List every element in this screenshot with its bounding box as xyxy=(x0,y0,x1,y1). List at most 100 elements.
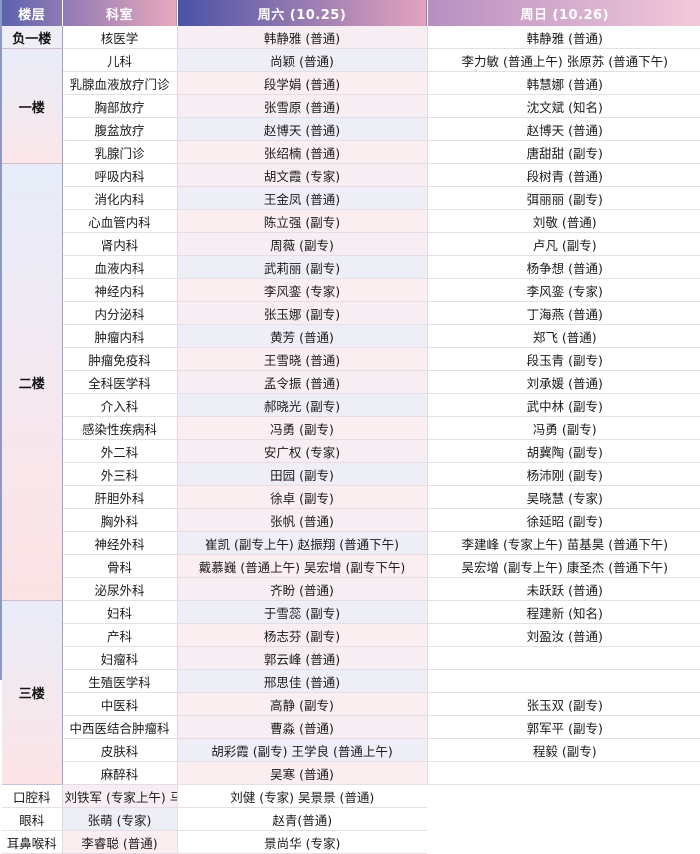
table-row: 外二科 安广权 (专家) 胡冀陶 (副专) xyxy=(2,439,700,463)
department-cell: 皮肤科 xyxy=(62,738,178,762)
table-row: 胸外科 张帆 (普通) 徐延昭 (副专) xyxy=(2,508,700,532)
saturday-schedule-cell: 孟令振 (普通) xyxy=(177,370,428,394)
saturday-schedule-cell: 张绍楠 (普通) xyxy=(177,140,428,164)
sunday-schedule-cell: 韩静雅 (普通) xyxy=(427,26,700,49)
sunday-schedule-cell: 卢凡 (副专) xyxy=(427,232,700,256)
floor-cell: 三楼 xyxy=(2,600,63,785)
table-body: 负一楼 核医学 韩静雅 (普通) 韩静雅 (普通) 一楼 儿科 尚颖 (普通) 李力敏 (普通… xyxy=(2,26,700,854)
sunday-schedule-cell: 段树青 (普通) xyxy=(427,163,700,187)
department-cell: 血液内科 xyxy=(62,255,178,279)
department-cell: 肿瘤免疫科 xyxy=(62,347,178,371)
sunday-schedule-cell: 杨争想 (普通) xyxy=(427,255,700,279)
saturday-schedule-cell: 尚颖 (普通) xyxy=(177,48,428,72)
floor-cell: 一楼 xyxy=(2,48,63,164)
sunday-schedule-cell: 沈文斌 (知名) xyxy=(427,94,700,118)
department-cell: 呼吸内科 xyxy=(62,163,178,187)
department-cell: 内分泌科 xyxy=(62,301,178,325)
department-cell: 耳鼻喉科 xyxy=(2,830,63,854)
sunday-schedule-cell xyxy=(427,761,700,785)
table-row: 胸部放疗 张雪原 (普通) 沈文斌 (知名) xyxy=(2,94,700,118)
saturday-schedule-cell: 段学娟 (普通) xyxy=(177,71,428,95)
sunday-schedule-cell: 程建新 (知名) xyxy=(427,600,700,624)
table-row: 生殖医学科 邢思佳 (普通) xyxy=(2,669,700,693)
sunday-schedule-cell: 刘健 (专家) 吴景景 (普通) xyxy=(177,784,427,808)
table-row: 二楼 呼吸内科 胡文霞 (专家) 段树青 (普通) xyxy=(2,163,700,601)
table-row: 产科 杨志芬 (副专) 刘盈汝 (普通) xyxy=(2,623,700,647)
saturday-schedule-cell: 胡文霞 (专家) xyxy=(177,163,428,187)
saturday-schedule-cell: 张萌 (专家) xyxy=(62,807,178,831)
sunday-schedule-cell: 李风銮 (专家) xyxy=(427,278,700,302)
saturday-schedule-cell: 韩静雅 (普通) xyxy=(177,26,428,49)
department-cell: 核医学 xyxy=(62,26,178,49)
saturday-schedule-cell: 安广权 (专家) xyxy=(177,439,428,463)
saturday-schedule-cell: 胡彩霞 (副专) 王学良 (普通上午) xyxy=(177,738,428,762)
table-row: 肝胆外科 徐卓 (副专) 吴晓慧 (专家) xyxy=(2,485,700,509)
sunday-schedule-cell: 景尚华 (专家) xyxy=(177,830,427,854)
sunday-schedule-cell: 吴晓慧 (专家) xyxy=(427,485,700,509)
department-cell: 消化内科 xyxy=(62,186,178,210)
saturday-schedule-cell: 齐盼 (普通) xyxy=(177,577,428,601)
table-row: 血液内科 武莉丽 (副专) 杨争想 (普通) xyxy=(2,255,700,279)
saturday-schedule-cell: 张雪原 (普通) xyxy=(177,94,428,118)
saturday-schedule-cell: 于雪蕊 (副专) xyxy=(177,600,428,624)
table-row: 外三科 田园 (副专) 杨沛刚 (副专) xyxy=(2,462,700,486)
floor-cell: 负一楼 xyxy=(2,26,63,49)
department-cell: 神经内科 xyxy=(62,278,178,302)
table-row: 心血管内科 陈立强 (副专) 刘敬 (普通) xyxy=(2,209,700,233)
sunday-schedule-cell: 丁海燕 (普通) xyxy=(427,301,700,325)
saturday-schedule-cell: 李睿聪 (普通) xyxy=(62,830,178,854)
sunday-schedule-cell: 赵博天 (普通) xyxy=(427,117,700,141)
table-row: 肿瘤内科 黄芳 (普通) 郑飞 (普通) xyxy=(2,324,700,348)
department-cell: 介入科 xyxy=(62,393,178,417)
floor-cell: 二楼 xyxy=(2,163,63,601)
department-cell: 肿瘤内科 xyxy=(62,324,178,348)
department-cell: 儿科 xyxy=(62,48,178,72)
sunday-schedule-cell: 唐甜甜 (副专) xyxy=(427,140,700,164)
sunday-schedule-cell xyxy=(427,669,700,693)
sunday-schedule-cell: 徐延昭 (副专) xyxy=(427,508,700,532)
table-row: 腹盆放疗 赵博天 (普通) 赵博天 (普通) xyxy=(2,117,700,141)
department-cell: 口腔科 xyxy=(2,784,63,808)
column-header-saturday: 周六 (10.25) xyxy=(177,0,428,26)
department-cell: 胸外科 xyxy=(62,508,178,532)
department-cell: 肾内科 xyxy=(62,232,178,256)
table-row: 神经外科 崔凯 (副专上午) 赵振翔 (普通下午) 李建峰 (专家上午) 苗基昊 (… xyxy=(2,531,700,555)
department-cell: 感染性疾病科 xyxy=(62,416,178,440)
sunday-schedule-cell: 赵青(普通) xyxy=(177,807,427,831)
table-row: 耳鼻喉科 李睿聪 (普通) 景尚华 (专家) xyxy=(2,830,700,854)
table-row: 负一楼 核医学 韩静雅 (普通) 韩静雅 (普通) xyxy=(2,26,700,49)
column-header-department: 科室 xyxy=(62,0,178,26)
sunday-schedule-cell: 杨沛刚 (副专) xyxy=(427,462,700,486)
sunday-schedule-cell: 郭军平 (副专) xyxy=(427,715,700,739)
saturday-schedule-cell: 杨志芬 (副专) xyxy=(177,623,428,647)
table-row: 骨科 戴慕巍 (普通上午) 吴宏增 (副专下午) 吴宏增 (副专上午) 康圣杰 (普… xyxy=(2,554,700,578)
sunday-schedule-cell xyxy=(427,646,700,670)
sunday-schedule-cell: 李建峰 (专家上午) 苗基昊 (普通下午) xyxy=(427,531,700,555)
department-cell: 眼科 xyxy=(2,807,63,831)
saturday-schedule-cell: 王雪晓 (普通) xyxy=(177,347,428,371)
saturday-schedule-cell: 周薇 (副专) xyxy=(177,232,428,256)
department-cell: 肝胆外科 xyxy=(62,485,178,509)
saturday-schedule-cell: 吴寒 (普通) xyxy=(177,761,428,785)
saturday-schedule-cell: 赵博天 (普通) xyxy=(177,117,428,141)
table-row: 肿瘤免疫科 王雪晓 (普通) 段玉青 (副专) xyxy=(2,347,700,371)
saturday-schedule-cell: 邢思佳 (普通) xyxy=(177,669,428,693)
table-row: 乳腺血液放疗门诊 段学娟 (普通) 韩慧娜 (普通) xyxy=(2,71,700,95)
table-row: 感染性疾病科 冯勇 (副专) 冯勇 (副专) xyxy=(2,416,700,440)
saturday-schedule-cell: 刘铁军 (专家上午) 马谢天 (普通) xyxy=(62,784,178,808)
department-cell: 产科 xyxy=(62,623,178,647)
sunday-schedule-cell: 刘盈汝 (普通) xyxy=(427,623,700,647)
table-row: 麻醉科 吴寒 (普通) xyxy=(2,761,700,785)
table-row: 介入科 郝晓光 (副专) 武中林 (副专) xyxy=(2,393,700,417)
table-row: 妇瘤科 郭云峰 (普通) xyxy=(2,646,700,670)
table-header: 楼层 科室 周六 (10.25) 周日 (10.26) xyxy=(2,0,700,26)
table-row: 中西医结合肿瘤科 曹淼 (普通) 郭军平 (副专) xyxy=(2,715,700,739)
sunday-schedule-cell: 未跃跃 (普通) xyxy=(427,577,700,601)
sunday-schedule-cell: 弭丽丽 (副专) xyxy=(427,186,700,210)
saturday-schedule-cell: 陈立强 (副专) xyxy=(177,209,428,233)
sunday-schedule-cell: 段玉青 (副专) xyxy=(427,347,700,371)
department-cell: 妇瘤科 xyxy=(62,646,178,670)
department-cell: 乳腺血液放疗门诊 xyxy=(62,71,178,95)
